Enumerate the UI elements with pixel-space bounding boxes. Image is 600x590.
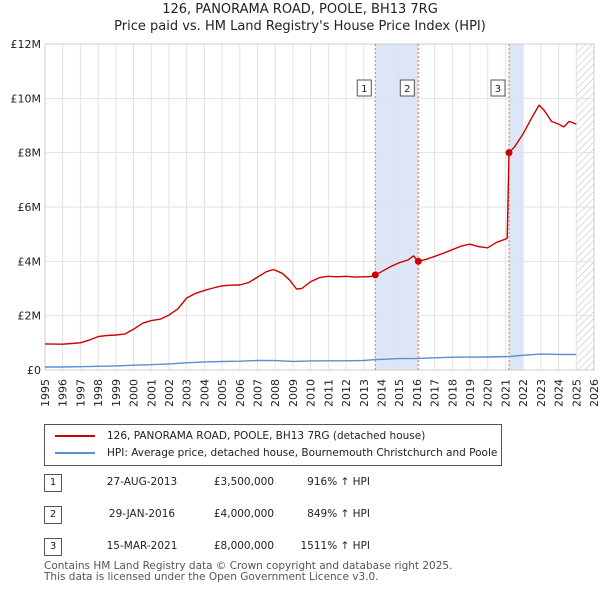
transaction-number: 2 bbox=[44, 506, 62, 524]
transaction-date: 29-JAN-2016 bbox=[108, 508, 176, 520]
transaction-date: 27-AUG-2013 bbox=[106, 476, 178, 488]
x-tick-label: 1995 bbox=[39, 379, 52, 407]
transaction-price: £4,000,000 bbox=[213, 508, 274, 520]
transaction-date: 15-MAR-2021 bbox=[106, 540, 178, 552]
x-tick-label: 2026 bbox=[588, 379, 600, 407]
legend: 126, PANORAMA ROAD, POOLE, BH13 7RG (det… bbox=[44, 424, 502, 466]
x-tick-label: 2008 bbox=[269, 379, 282, 407]
x-tick-label: 2001 bbox=[145, 379, 158, 407]
x-tick-label: 2004 bbox=[198, 379, 211, 407]
hpi-line bbox=[45, 353, 577, 368]
x-tick-label: 2009 bbox=[287, 379, 300, 407]
y-tick-label: £8M bbox=[18, 147, 42, 160]
x-tick-label: 2024 bbox=[553, 379, 566, 407]
plot-border bbox=[44, 43, 595, 371]
chart-subtitle: Price paid vs. HM Land Registry's House … bbox=[114, 19, 486, 34]
sale-label-box bbox=[399, 79, 415, 97]
transaction-number: 1 bbox=[44, 474, 62, 492]
x-tick-label: 2021 bbox=[499, 379, 512, 407]
x-tick-label: 2011 bbox=[322, 379, 335, 407]
x-tick-label: 2010 bbox=[305, 379, 318, 407]
x-tick-label: 2012 bbox=[340, 379, 353, 407]
legend-item-hpi: HPI: Average price, detached house, Bour… bbox=[55, 445, 497, 461]
x-tick-label: 1997 bbox=[74, 379, 87, 407]
x-tick-label: 2000 bbox=[128, 379, 141, 407]
x-tick-label: 1998 bbox=[92, 379, 105, 407]
x-tick-label: 1996 bbox=[57, 379, 70, 407]
transaction-hpi: 916% ↑ HPI bbox=[307, 476, 370, 488]
y-tick-label: £10M bbox=[11, 92, 42, 105]
sale-point bbox=[414, 257, 422, 265]
footer-licence: This data is licensed under the Open Gov… bbox=[44, 571, 379, 583]
x-tick-label: 2017 bbox=[429, 379, 442, 407]
x-tick-label: 2018 bbox=[446, 379, 459, 407]
y-tick-label: £2M bbox=[18, 310, 42, 323]
footer-copyright: Contains HM Land Registry data © Crown c… bbox=[44, 560, 453, 572]
x-tick-label: 2016 bbox=[411, 379, 424, 407]
x-tick-label: 2013 bbox=[358, 379, 371, 407]
chart-title: 126, PANORAMA ROAD, POOLE, BH13 7RG bbox=[162, 2, 438, 17]
price-chart: 1 2 3 £0 £2M £4M £6M £8M £10M £12M 1995 1996 1997 199… bbox=[11, 38, 600, 407]
legend-property-label: 126, PANORAMA ROAD, POOLE, BH13 7RG (det… bbox=[107, 430, 426, 442]
x-tick-label: 1999 bbox=[110, 379, 123, 407]
legend-hpi-swatch bbox=[55, 452, 95, 454]
y-tick-label: £6M bbox=[18, 201, 42, 214]
transaction-hpi: 849% ↑ HPI bbox=[307, 508, 370, 520]
sale-label: 3 bbox=[495, 84, 501, 95]
property-price-line bbox=[44, 104, 577, 345]
y-tick-label: £0 bbox=[27, 364, 41, 377]
sale-label-box bbox=[356, 79, 372, 97]
y-tick-label: £4M bbox=[18, 255, 42, 268]
x-tick-label: 2014 bbox=[375, 379, 388, 407]
x-tick-label: 2019 bbox=[464, 379, 477, 407]
x-tick-label: 2023 bbox=[535, 379, 548, 407]
transaction-price: £8,000,000 bbox=[213, 540, 274, 552]
sale-label: 1 bbox=[361, 84, 367, 95]
legend-hpi-label: HPI: Average price, detached house, Bour… bbox=[107, 447, 498, 459]
transaction-hpi: 1511% ↑ HPI bbox=[300, 540, 371, 552]
x-tick-label: 2025 bbox=[570, 379, 583, 407]
sale-label-box bbox=[490, 79, 506, 97]
y-tick-label: £12M bbox=[11, 38, 42, 51]
x-tick-label: 2015 bbox=[393, 379, 406, 407]
x-tick-label: 2022 bbox=[517, 379, 530, 407]
x-tick-label: 2002 bbox=[163, 379, 176, 407]
sale-point bbox=[371, 271, 379, 279]
transaction-price: £3,500,000 bbox=[213, 476, 274, 488]
x-tick-label: 2020 bbox=[482, 379, 495, 407]
transaction-number: 3 bbox=[44, 538, 62, 556]
x-tick-label: 2006 bbox=[234, 379, 247, 407]
sale-label: 2 bbox=[404, 84, 410, 95]
x-tick-label: 2003 bbox=[181, 379, 194, 407]
legend-property-swatch bbox=[55, 435, 95, 437]
sale-point bbox=[505, 149, 513, 157]
legend-item-property: 126, PANORAMA ROAD, POOLE, BH13 7RG (det… bbox=[55, 428, 425, 444]
x-tick-label: 2005 bbox=[216, 379, 229, 407]
x-tick-label: 2007 bbox=[252, 379, 265, 407]
